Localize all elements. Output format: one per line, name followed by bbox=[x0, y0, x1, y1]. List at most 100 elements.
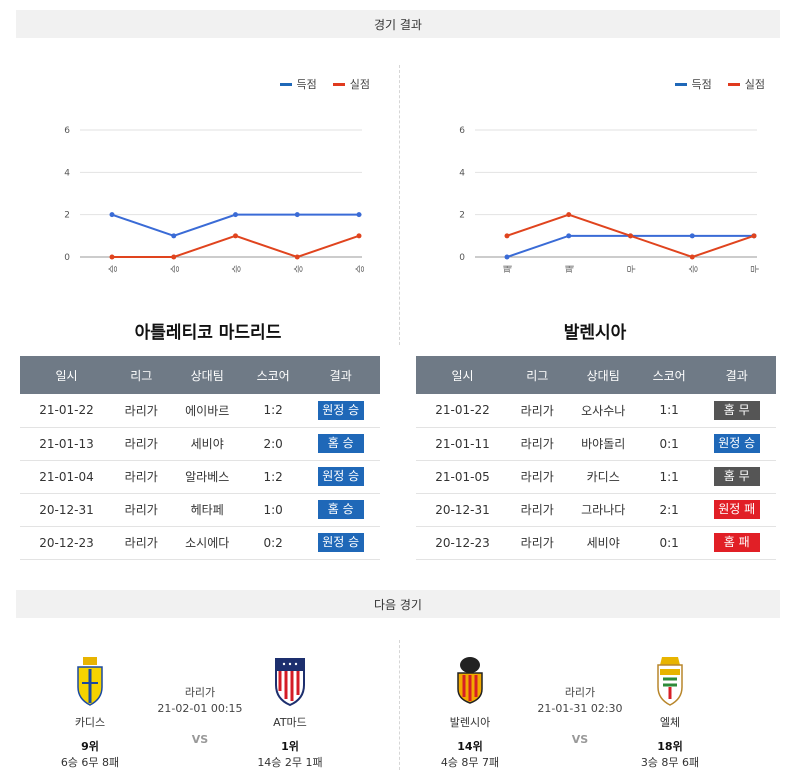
table-row[interactable]: 20-12-23 라리가 세비야 0:1 홈 패 bbox=[416, 526, 776, 560]
table-row[interactable]: 20-12-31 라리가 그라나다 2:1 원정 패 bbox=[416, 493, 776, 527]
table-row[interactable]: 20-12-23 라리가 소시에다 0:2 원정 승 bbox=[20, 526, 380, 560]
cell-opponent: 알라베스 bbox=[169, 460, 245, 494]
away-team-record: 3승 8무 6패 bbox=[640, 756, 700, 769]
y-tick-label: 6 bbox=[64, 126, 70, 136]
cell-date: 20-12-31 bbox=[20, 493, 113, 527]
cell-opponent: 카디스 bbox=[565, 460, 641, 494]
legend-scored[interactable]: 득점 bbox=[279, 76, 317, 92]
match-meta: 라리가 21-02-01 00:15 bbox=[135, 685, 265, 717]
table-row[interactable]: 21-01-22 라리가 에이바르 1:2 원정 승 bbox=[20, 394, 380, 428]
table-header-row: 일시 리그 상대팀 스코어 결과 bbox=[416, 356, 776, 394]
column-header: 결과 bbox=[697, 356, 776, 394]
table-row[interactable]: 20-12-31 라리가 헤타페 1:0 홈 승 bbox=[20, 493, 380, 527]
away-team-rank: 1위 bbox=[281, 740, 299, 753]
cell-date: 20-12-23 bbox=[416, 526, 509, 560]
cell-score: 1:2 bbox=[244, 394, 302, 428]
left-team-name: 아틀레티코 마드리드 bbox=[134, 323, 282, 343]
home-team[interactable]: 발렌시아 14위 4승 8무 7패 bbox=[425, 655, 515, 770]
cell-score: 2:0 bbox=[244, 427, 302, 461]
home-team-record: 6승 6무 8패 bbox=[60, 756, 120, 769]
cell-result: 홈 승 bbox=[301, 427, 380, 461]
x-tick-label: 승 bbox=[355, 265, 366, 273]
table-row[interactable]: 21-01-04 라리가 알라베스 1:2 원정 승 bbox=[20, 460, 380, 494]
home-team[interactable]: 카디스 9위 6승 6무 8패 bbox=[45, 655, 135, 770]
cell-result: 홈 무 bbox=[697, 460, 776, 494]
table-row[interactable]: 21-01-13 라리가 세비야 2:0 홈 승 bbox=[20, 427, 380, 461]
home-team-name: 카디스 bbox=[74, 716, 106, 729]
table-row[interactable]: 21-01-05 라리가 카디스 1:1 홈 무 bbox=[416, 460, 776, 494]
away-team-name: AT마드 bbox=[273, 716, 307, 729]
left-team-chart-panel: 득점 실점 0 2 4 6 승 승 승 승 승 bbox=[20, 60, 390, 300]
away-team[interactable]: 엘체 18위 3승 8무 6패 bbox=[625, 655, 715, 770]
cell-league: 라리가 bbox=[508, 526, 566, 560]
x-tick-label: 승 bbox=[232, 265, 243, 273]
home-team-rank: 14위 bbox=[457, 740, 483, 753]
result-badge: 원정 패 bbox=[713, 500, 760, 519]
data-point bbox=[171, 254, 177, 260]
chart-legend: 득점 실점 bbox=[674, 76, 765, 92]
table-row[interactable]: 21-01-22 라리가 오사수나 1:1 홈 무 bbox=[416, 394, 776, 428]
x-tick-label: 패 bbox=[503, 265, 514, 273]
data-point bbox=[233, 212, 238, 218]
result-badge: 원정 승 bbox=[713, 434, 760, 453]
next-match-card-right[interactable]: 발렌시아 14위 4승 8무 7패 라리가 21-01-31 02:30 VS … bbox=[425, 655, 755, 770]
right-team-results-table: 일시 리그 상대팀 스코어 결과 21-01-22 라리가 오사수나 1:1 홈 무 21-01-… bbox=[416, 356, 776, 560]
result-badge: 홈 패 bbox=[713, 533, 760, 552]
right-goals-line-chart: 0 2 4 6 패 패 무 승 무 bbox=[459, 126, 761, 273]
cell-result: 원정 승 bbox=[697, 427, 776, 461]
y-tick-label: 2 bbox=[459, 211, 465, 221]
match-datetime: 21-02-01 00:15 bbox=[157, 702, 243, 715]
column-header: 리그 bbox=[508, 356, 566, 394]
data-point bbox=[109, 212, 115, 218]
column-header: 결과 bbox=[301, 356, 380, 394]
left-team-results-table: 일시 리그 상대팀 스코어 결과 21-01-22 라리가 에이바르 1:2 원정 승 21-01… bbox=[20, 356, 380, 560]
data-point bbox=[504, 254, 510, 260]
y-tick-label: 6 bbox=[459, 126, 465, 136]
legend-scored-label: 득점 bbox=[296, 78, 317, 91]
cell-date: 21-01-22 bbox=[20, 394, 113, 428]
x-tick-label: 승 bbox=[688, 265, 699, 273]
next-match-section-header: 다음 경기 bbox=[16, 590, 780, 618]
cell-date: 21-01-22 bbox=[416, 394, 509, 428]
data-point bbox=[233, 233, 238, 239]
cell-score: 2:1 bbox=[640, 493, 698, 527]
cell-date: 21-01-04 bbox=[20, 460, 113, 494]
vs-label: VS bbox=[571, 733, 589, 746]
away-team[interactable]: AT마드 1위 14승 2무 1패 bbox=[245, 655, 335, 770]
left-goals-line-chart: 0 2 4 6 승 승 승 승 승 bbox=[64, 126, 366, 273]
chart-legend: 득점 실점 bbox=[279, 76, 370, 92]
y-tick-label: 2 bbox=[64, 211, 70, 221]
table-row[interactable]: 21-01-11 라리가 바야돌리 0:1 원정 승 bbox=[416, 427, 776, 461]
cell-opponent: 세비야 bbox=[169, 427, 245, 461]
data-point bbox=[109, 254, 115, 260]
away-team-record: 14승 2무 1패 bbox=[257, 756, 323, 769]
next-match-card-left[interactable]: 카디스 9위 6승 6무 8패 라리가 21-02-01 00:15 VS AT… bbox=[45, 655, 375, 770]
column-header: 리그 bbox=[112, 356, 170, 394]
cell-league: 라리가 bbox=[508, 394, 566, 428]
match-meta: 라리가 21-01-31 02:30 bbox=[515, 685, 645, 717]
panel-divider bbox=[399, 65, 400, 345]
cell-league: 라리가 bbox=[112, 460, 170, 494]
cell-result: 원정 승 bbox=[301, 460, 380, 494]
cell-score: 1:2 bbox=[244, 460, 302, 494]
y-tick-label: 4 bbox=[64, 168, 70, 178]
legend-conceded[interactable]: 실점 bbox=[727, 76, 765, 92]
right-team-name: 발렌시아 bbox=[563, 323, 627, 343]
legend-conceded-label: 실점 bbox=[744, 78, 765, 91]
cell-league: 라리가 bbox=[508, 460, 566, 494]
cell-league: 라리가 bbox=[112, 427, 170, 461]
series-line bbox=[506, 234, 754, 258]
legend-scored[interactable]: 득점 bbox=[674, 76, 712, 92]
cell-score: 0:1 bbox=[640, 526, 698, 560]
result-badge: 홈 무 bbox=[713, 400, 760, 420]
cell-date: 21-01-05 bbox=[416, 460, 509, 494]
cell-date: 21-01-11 bbox=[416, 427, 509, 461]
results-section-title: 경기 결과 bbox=[374, 17, 422, 32]
match-league: 라리가 bbox=[184, 686, 216, 699]
legend-conceded[interactable]: 실점 bbox=[332, 76, 370, 92]
data-point bbox=[356, 233, 362, 239]
data-point bbox=[751, 233, 757, 239]
cell-score: 0:2 bbox=[244, 526, 302, 560]
cell-opponent: 세비야 bbox=[565, 526, 641, 560]
cell-league: 라리가 bbox=[508, 427, 566, 461]
